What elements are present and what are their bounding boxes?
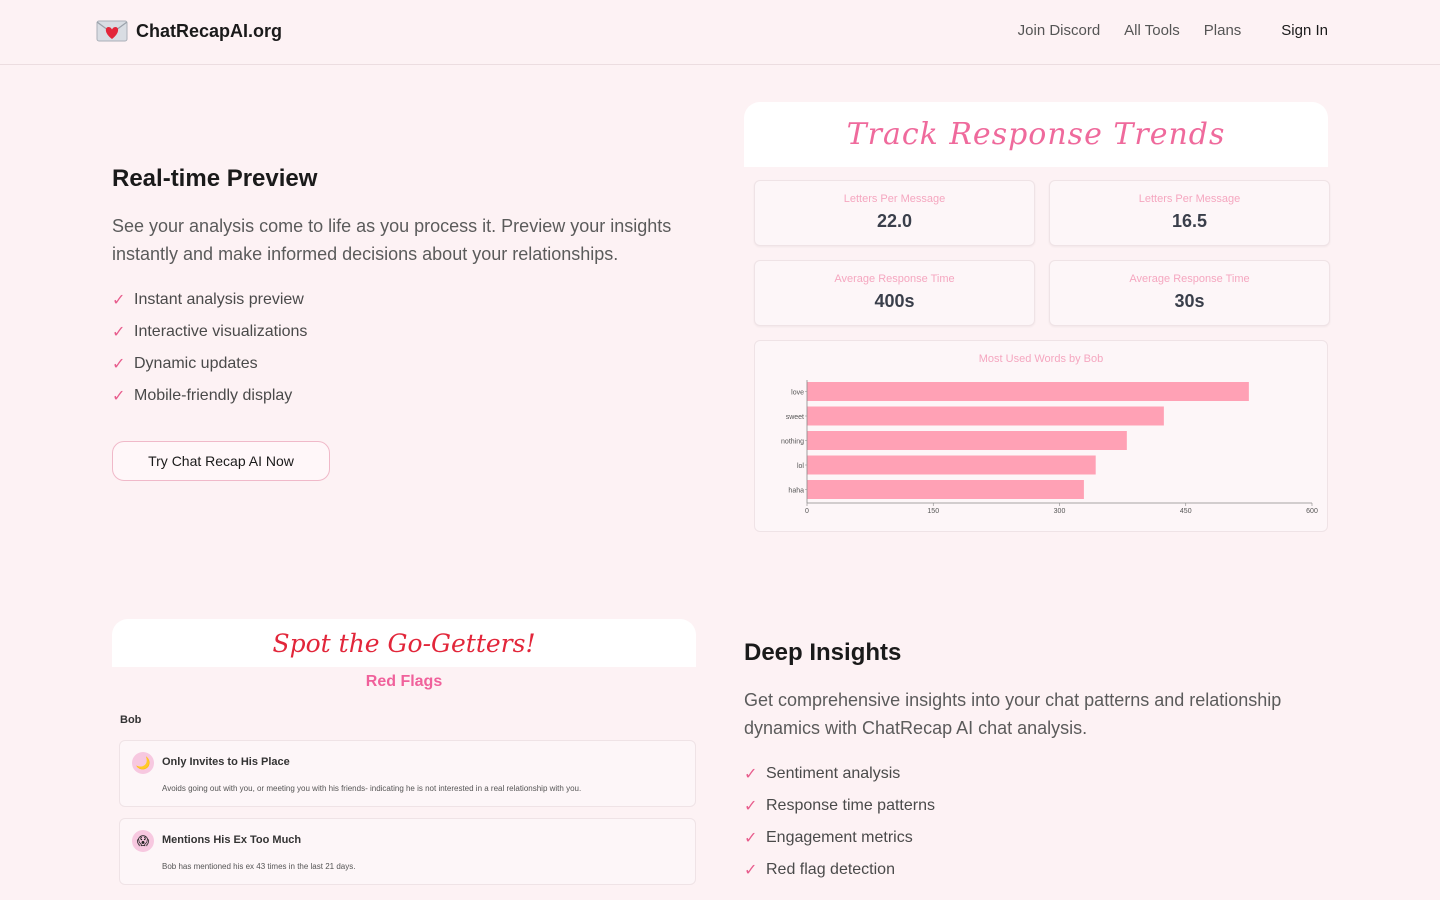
flag-title: Mentions His Ex Too Much (162, 834, 302, 846)
check-icon: ✓ (112, 388, 126, 405)
section-title: Deep Insights (744, 639, 902, 666)
y-tick-label: sweet (786, 414, 804, 421)
stat-label: Letters Per Message (843, 193, 946, 205)
check-icon: ✓ (744, 830, 758, 847)
trends-header: Track Response Trends (744, 102, 1328, 167)
stat-value: 400s (874, 291, 915, 311)
person-name: Bob (120, 714, 142, 726)
feature-item: ✓ Dynamic updates (112, 355, 258, 373)
section-description: See your analysis come to life as you pr… (112, 216, 672, 264)
bar (807, 406, 1164, 426)
check-icon: ✓ (744, 798, 758, 815)
trends-title: Track Response Trends (846, 117, 1226, 152)
y-tick-label: nothing (781, 439, 804, 446)
section-description: Get comprehensive insights into your cha… (744, 690, 1282, 738)
stat-value: 16.5 (1171, 211, 1208, 231)
realtime-preview-section: Real-time Preview See your analysis come… (112, 165, 702, 481)
nav-all-tools[interactable]: All Tools (1124, 22, 1180, 39)
flags-subtitle: Red Flags (365, 673, 443, 690)
bar (807, 455, 1096, 475)
love-letter-icon (96, 20, 128, 42)
feature-item: ✓ Sentiment analysis (744, 765, 901, 783)
stat-card: Letters Per Message 22.0 (754, 180, 1035, 246)
stat-label: Average Response Time (834, 273, 955, 285)
x-tick-label: 150 (927, 508, 939, 515)
nav-join-discord[interactable]: Join Discord (1017, 22, 1101, 39)
feature-item: ✓ Red flag detection (744, 861, 895, 879)
stat-card: Average Response Time 30s (1049, 260, 1330, 326)
main-nav: Join Discord All Tools Plans Sign In (994, 22, 1328, 39)
flag-item: 😱 Mentions His Ex Too Much Bob has menti… (119, 818, 696, 885)
y-tick-label: lol (797, 463, 804, 470)
stat-value: 22.0 (876, 211, 913, 231)
feature-item: ✓ Interactive visualizations (112, 323, 308, 341)
brand-logo[interactable]: ChatRecapAI.org (96, 18, 282, 44)
x-tick-label: 450 (1180, 508, 1192, 515)
y-tick-label: haha (788, 488, 804, 495)
most-used-words-chart: Most Used Words by Bob love sweet nothing l… (754, 340, 1328, 532)
nav-plans[interactable]: Plans (1203, 22, 1242, 39)
flag-title: Only Invites to His Place (162, 756, 290, 768)
scream-face-icon: 😱 (132, 830, 154, 852)
response-trends-card: Track Response Trends Letters Per Messag… (744, 102, 1330, 542)
feature-item: ✓ Response time patterns (744, 797, 935, 815)
x-tick-label: 0 (805, 508, 809, 515)
y-tick-label: love (791, 390, 804, 397)
bar-chart-svg: love sweet nothing lol haha 0 150 300 450 600 (781, 380, 1318, 515)
check-icon: ✓ (744, 862, 758, 879)
deep-insights-section: Deep Insights Get comprehensive insights… (744, 639, 1344, 886)
check-icon: ✓ (112, 356, 126, 373)
feature-list: ✓ Sentiment analysis ✓ Response time patte… (744, 758, 1344, 886)
feature-item: ✓ Instant analysis preview (112, 291, 304, 309)
flags-header: Spot the Go-Getters! (112, 619, 696, 667)
moon-icon: 🌙 (132, 752, 154, 774)
check-icon: ✓ (112, 292, 126, 309)
flag-description: Bob has mentioned his ex 43 times in the… (162, 862, 356, 871)
stat-card: Average Response Time 400s (754, 260, 1035, 326)
section-title: Real-time Preview (112, 165, 318, 192)
feature-list: ✓ Instant analysis preview ✓ Interactive v… (112, 284, 702, 412)
flags-title: Spot the Go-Getters! (272, 628, 536, 658)
check-icon: ✓ (112, 324, 126, 341)
red-flags-card: Spot the Go-Getters! Red Flags Bob 🌙 Onl… (112, 619, 696, 900)
try-now-button[interactable]: Try Chat Recap AI Now (112, 441, 330, 481)
feature-item: ✓ Mobile-friendly display (112, 387, 293, 405)
flag-item: 🌙 Only Invites to His Place Avoids going… (119, 740, 696, 807)
flag-description: Avoids going out with you, or meeting yo… (162, 784, 582, 793)
x-tick-label: 300 (1054, 508, 1066, 515)
stat-label: Letters Per Message (1138, 193, 1241, 205)
bar (807, 431, 1127, 450)
stat-card: Letters Per Message 16.5 (1049, 180, 1330, 246)
chart-title: Most Used Words by Bob (978, 353, 1104, 365)
x-tick-label: 600 (1306, 508, 1318, 515)
bar (807, 382, 1249, 401)
site-header: ChatRecapAI.org Join Discord All Tools P… (0, 0, 1440, 65)
stat-value: 30s (1174, 291, 1205, 311)
sign-in-link[interactable]: Sign In (1281, 22, 1328, 39)
feature-item: ✓ Engagement metrics (744, 829, 913, 847)
check-icon: ✓ (744, 766, 758, 783)
bar (807, 480, 1084, 499)
stat-label: Average Response Time (1129, 273, 1250, 285)
brand-name: ChatRecapAI.org (136, 20, 283, 41)
